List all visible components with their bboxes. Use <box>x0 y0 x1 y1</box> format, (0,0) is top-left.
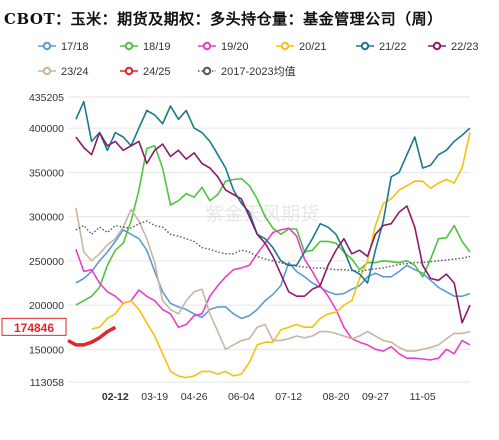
x-tick-label: 11-05 <box>410 391 436 403</box>
series-line-24-25 <box>67 325 117 347</box>
svg-text:2017-2023均值: 2017-2023均值 <box>221 65 296 78</box>
x-tick-label: 03-19 <box>141 391 168 403</box>
y-tick-label: 435205 <box>29 92 64 104</box>
x-tick-label: 08-20 <box>323 391 350 403</box>
legend-item[interactable]: 23/24 <box>38 66 89 78</box>
legend-item[interactable]: 18/19 <box>120 41 171 53</box>
y-tick-label: 400000 <box>29 123 64 135</box>
svg-text:23/24: 23/24 <box>61 66 89 78</box>
series-line-19-20 <box>75 227 471 361</box>
y-tick-label: 350000 <box>29 167 64 179</box>
svg-text:17/18: 17/18 <box>61 41 89 53</box>
legend-item[interactable]: 20/21 <box>276 41 327 53</box>
legend-item[interactable]: 17/18 <box>38 41 89 53</box>
legend-item[interactable]: 19/20 <box>198 41 249 53</box>
x-tick-label: 09-27 <box>362 391 389 403</box>
x-tick-label-highlight: 02-12 <box>102 391 129 403</box>
series-line-23-24 <box>75 207 471 352</box>
svg-text:18/19: 18/19 <box>143 41 171 53</box>
y-tick-label: 250000 <box>29 256 64 268</box>
x-tick-label: 04-26 <box>181 391 208 403</box>
svg-text:19/20: 19/20 <box>221 41 249 53</box>
x-tick-label: 07-12 <box>275 391 302 403</box>
svg-text:20/21: 20/21 <box>299 41 327 53</box>
series-line-18-19 <box>75 145 471 306</box>
series-line-22-23 <box>75 131 471 324</box>
y-tick-label: 113058 <box>30 377 64 389</box>
legend-item[interactable]: 21/22 <box>356 41 407 53</box>
svg-text:174846: 174846 <box>14 321 54 335</box>
y-tick-label: 300000 <box>29 212 64 224</box>
svg-text:22/23: 22/23 <box>451 41 479 53</box>
series-line-21-22 <box>75 100 471 284</box>
legend-item[interactable]: 2017-2023均值 <box>198 65 296 78</box>
svg-text:24/25: 24/25 <box>143 66 171 78</box>
series-line-20-21 <box>91 132 471 379</box>
series-line-17-18 <box>75 229 471 320</box>
current-value-label: 174846 <box>1 317 67 336</box>
legend-item[interactable]: 24/25 <box>120 66 171 78</box>
series-line-2017-2023- <box>75 220 471 273</box>
svg-text:21/22: 21/22 <box>379 41 407 53</box>
chart-title: CBOT：玉米：期货及期权：多头持仓量：基金管理公司（周） <box>4 10 443 28</box>
y-tick-label: 150000 <box>29 344 64 356</box>
watermark: 紫金天风期货 <box>205 203 319 225</box>
legend-item[interactable]: 22/23 <box>428 41 479 53</box>
x-tick-label: 06-04 <box>228 391 255 403</box>
y-tick-label: 200000 <box>29 300 64 312</box>
